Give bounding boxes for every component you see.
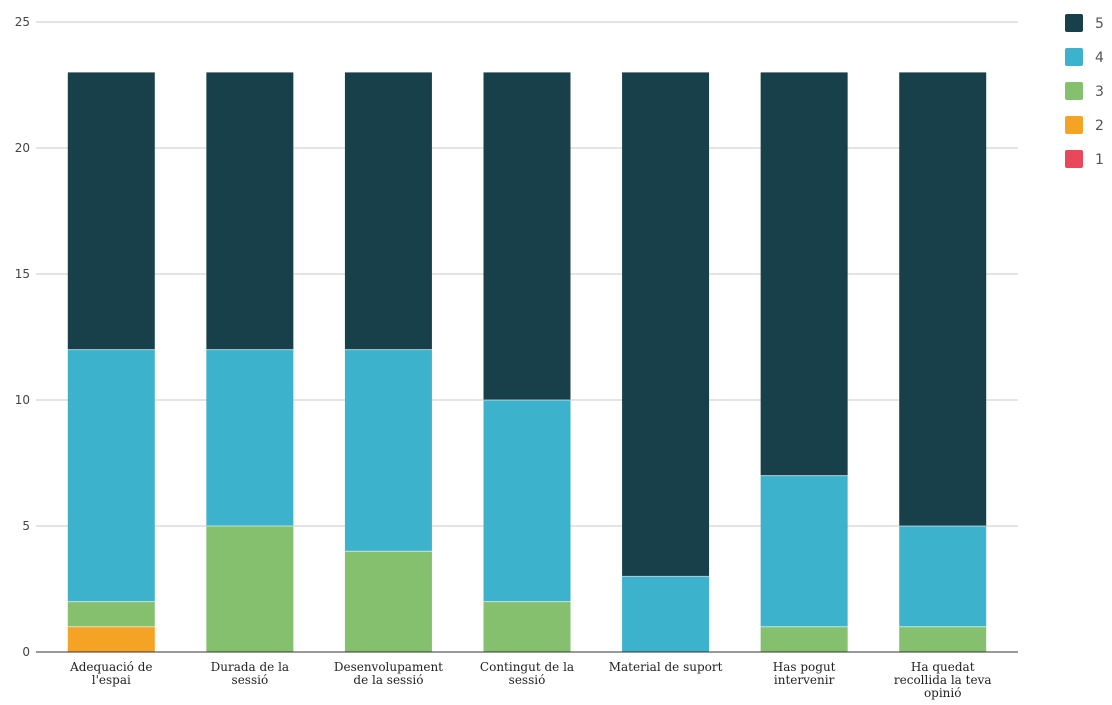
x-category-label-line: l'espai	[92, 673, 131, 687]
x-category-label-line: Desenvolupament	[334, 660, 443, 674]
legend-swatch-3	[1065, 82, 1083, 100]
legend-swatch-5	[1065, 14, 1083, 32]
x-category-label-line: Adequació de	[69, 660, 152, 674]
bars	[67, 72, 987, 652]
bar-segment-5	[622, 72, 710, 577]
bar-segment-2	[67, 626, 155, 652]
bar-segment-4	[483, 400, 571, 602]
bar-segment-3	[206, 526, 294, 652]
x-category-label-line: intervenir	[774, 673, 835, 687]
bar-segment-3	[344, 551, 432, 652]
bar-segment-5	[344, 72, 432, 350]
bar-segment-5	[483, 72, 571, 401]
x-category-label: Desenvolupament de la sessió	[334, 660, 443, 687]
y-tick-label: 25	[15, 15, 30, 29]
bar-segment-5	[760, 72, 848, 476]
legend-label-2: 2	[1095, 118, 1104, 134]
x-category-label: Durada de la sessió	[211, 660, 289, 687]
x-category-label-line: opinió	[924, 686, 962, 700]
legend-swatch-2	[1065, 116, 1083, 134]
y-tick-label: 15	[15, 267, 30, 281]
x-category-label-line: Contingut de la	[480, 660, 574, 674]
bar-segment-4	[206, 349, 294, 526]
legend-label-1: 1	[1095, 152, 1104, 168]
legend-label-3: 3	[1095, 84, 1104, 100]
legend-swatch-1	[1065, 150, 1083, 168]
bar-segment-3	[899, 626, 987, 652]
y-tick-label: 5	[22, 519, 30, 533]
legend: 5 4 3 2 1	[1065, 14, 1104, 168]
bar-segment-4	[622, 576, 710, 652]
bar-segment-4	[344, 349, 432, 552]
bar-segment-3	[483, 601, 571, 652]
bar-segment-4	[67, 349, 155, 602]
x-category-label: Material de suport	[609, 660, 723, 674]
x-category-label-line: recollida la teva	[894, 673, 992, 687]
x-category-label-line: Material de suport	[609, 660, 723, 674]
x-category-label: Ha quedat recollida la teva opinió	[894, 660, 992, 700]
bar-segment-5	[67, 72, 155, 350]
x-category-label-line: sessió	[232, 673, 269, 687]
x-category-label-line: Has pogut	[773, 660, 836, 674]
bar-segment-3	[67, 601, 155, 627]
y-tick-label: 20	[15, 141, 30, 155]
x-category-label-line: de la sessió	[353, 673, 423, 687]
bar-segment-4	[760, 475, 848, 627]
x-category-label: Has pogut intervenir	[773, 660, 836, 687]
bar-segment-5	[899, 72, 987, 527]
x-category-label: Adequació de l'espai	[69, 660, 152, 687]
y-axis-ticks: 0 5 10 15 20 25	[15, 15, 30, 659]
x-category-label-line: sessió	[509, 673, 546, 687]
legend-label-5: 5	[1095, 16, 1104, 32]
x-category-label-line: Ha quedat	[911, 660, 975, 674]
x-category-label-line: Durada de la	[211, 660, 289, 674]
bar-segment-3	[760, 626, 848, 652]
y-tick-label: 0	[22, 645, 30, 659]
legend-swatch-4	[1065, 48, 1083, 66]
bar-segment-4	[899, 526, 987, 627]
bar-segment-5	[206, 72, 294, 350]
y-tick-label: 10	[15, 393, 30, 407]
x-category-label: Contingut de la sessió	[480, 660, 574, 687]
legend-label-4: 4	[1095, 50, 1104, 66]
